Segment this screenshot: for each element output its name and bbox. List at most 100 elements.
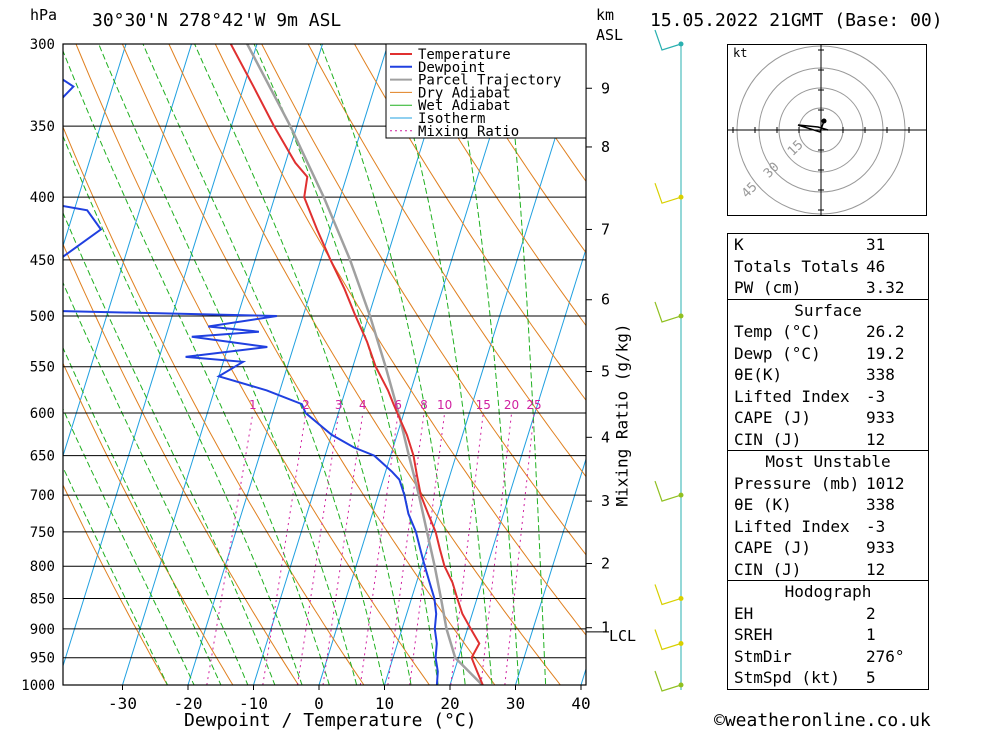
wet-adiabat-line: [63, 211, 276, 685]
copyright-link[interactable]: ©weatheronline.co.uk: [714, 710, 931, 731]
sreh-row: SREH 1: [734, 625, 876, 644]
dry-adiabat-line: [400, 44, 586, 327]
legend-entry: Dewpoint: [418, 60, 485, 76]
dry-adiabat-line: [75, 44, 431, 685]
wet-adiabat-line: [142, 44, 385, 685]
km-tick-label: 9: [601, 79, 610, 97]
dry-adiabat-line: [121, 44, 496, 685]
hodograph-trace: [797, 120, 829, 133]
mixing-ratio-label: 20: [504, 398, 519, 412]
wet-adiabat-line: [63, 134, 303, 685]
lcl-label: LCL: [609, 627, 637, 645]
km-tick-label: 5: [601, 363, 610, 381]
legend-entry: Temperature: [418, 47, 511, 63]
surface-theta-row: θE(K) 338: [734, 365, 895, 384]
indices-panel: K 31 Totals Totals 46 PW (cm) 3.32 Surface …: [727, 233, 929, 690]
isotherm-line: [187, 44, 389, 685]
dry-adiabat-line: [63, 242, 299, 685]
x-tick-label: 40: [571, 694, 590, 713]
mixing-ratio-line: [450, 412, 484, 685]
x-axis-title: Dewpoint / Temperature (°C): [184, 710, 477, 731]
dry-adiabat-line: [446, 44, 586, 254]
mixing-ratio-line: [206, 412, 254, 685]
isotherm-line: [63, 44, 193, 458]
x-tick-label: -10: [239, 694, 268, 713]
dry-adiabat-line: [261, 44, 586, 556]
hodograph-unit: kt: [733, 46, 748, 60]
x-tick-label: 20: [440, 694, 459, 713]
isotherm-line: [63, 44, 127, 248]
datetime-title: 15.05.2022 21GMT (Base: 00): [650, 10, 943, 31]
mu-li-row: Lifted Index -3: [734, 516, 886, 536]
surface-dewp-row: Dewp (°C) 19.2: [734, 343, 905, 363]
x-tick-label: -20: [174, 694, 203, 713]
pw-row: PW (cm) 3.32: [728, 277, 928, 299]
surface-temp-row: Temp (°C) 26.2: [734, 322, 905, 341]
mu-pressure-row: Pressure (mb) 1012: [734, 473, 905, 493]
mixing-ratio-label: 4: [359, 398, 367, 412]
temperature-line: [229, 44, 485, 685]
x-tick-label: 10: [375, 694, 394, 713]
km-tick-label: 4: [601, 428, 610, 446]
mixing-ratio-line: [409, 412, 446, 685]
km-tick-label: 2: [601, 555, 610, 573]
legend-entry: Parcel Trajectory: [418, 73, 561, 89]
pressure-tick-label: 900: [30, 622, 55, 638]
km-tick-label: 3: [601, 492, 610, 510]
isotherm-line: [63, 44, 258, 668]
wet-adiabat-line: [63, 407, 195, 685]
stmspd-row: StmSpd (kt) 5: [734, 668, 876, 687]
mixing-ratio-label: 25: [526, 398, 541, 412]
eh-row: EH 2: [734, 603, 876, 623]
mu-cape-row: CAPE (J) 933: [734, 538, 895, 557]
mu-theta-row: θE (K) 338: [734, 495, 895, 514]
wind-barb: [654, 670, 682, 692]
dewpoint-line: [63, 78, 439, 685]
wind-barb: [654, 301, 682, 323]
most-unstable-title: Most Unstable: [765, 452, 891, 471]
mixing-ratio-line: [296, 412, 340, 685]
pressure-tick-label: 450: [30, 253, 55, 269]
km-tick-label: 8: [601, 138, 610, 156]
wind-barb: [654, 629, 682, 651]
k-index-value: 31: [866, 235, 886, 254]
dry-adiabat-line: [63, 362, 234, 685]
wet-adiabat-line: [387, 44, 493, 685]
pressure-tick-label: 500: [30, 309, 55, 325]
wet-adiabat-line: [63, 49, 330, 685]
km-tick-label: 7: [601, 220, 610, 238]
isotherm-line: [121, 44, 324, 685]
dry-adiabat-line: [63, 483, 168, 685]
wind-barb: [654, 584, 682, 606]
wet-adiabat-line: [450, 44, 520, 685]
legend-entry: Isotherm: [418, 111, 485, 127]
x-tick-label: 30: [506, 694, 525, 713]
pressure-tick-label: 1000: [21, 678, 55, 694]
mixing-ratio-line: [480, 412, 513, 685]
dry-adiabat-line: [926, 7, 1000, 711]
legend-entry: Dry Adiabat: [418, 85, 511, 101]
surface-li-row: Lifted Index -3: [734, 386, 886, 406]
mu-cin-row: CIN (J) 12: [734, 559, 886, 579]
pressure-tick-label: 850: [30, 591, 55, 607]
wet-adiabat-line: [63, 281, 249, 685]
storm-motion-dot: [821, 118, 827, 124]
pressure-tick-label: 550: [30, 360, 55, 376]
pressure-tick-label: 700: [30, 488, 55, 504]
wind-barb: [654, 29, 682, 51]
hodograph-title: Hodograph: [784, 582, 872, 601]
isotherm-line: [514, 457, 586, 685]
hodograph-section: Hodograph EH 2 SREH 1 StmDir 276° StmSpd (k…: [728, 580, 928, 689]
wet-adiabat-line: [63, 346, 222, 685]
stmdir-row: StmDir 276°: [734, 646, 905, 666]
asl-label: ASL: [596, 26, 624, 44]
mixing-ratio-line: [322, 412, 364, 685]
dry-adiabat-line: [353, 44, 586, 402]
wind-barb: [654, 182, 682, 204]
parcel-trajectory-line: [246, 44, 485, 685]
pressure-unit-label: hPa: [30, 6, 58, 24]
mixing-ratio-label: 10: [437, 398, 452, 412]
pressure-tick-label: 650: [30, 449, 55, 465]
legend-entry: Mixing Ratio: [418, 124, 519, 140]
